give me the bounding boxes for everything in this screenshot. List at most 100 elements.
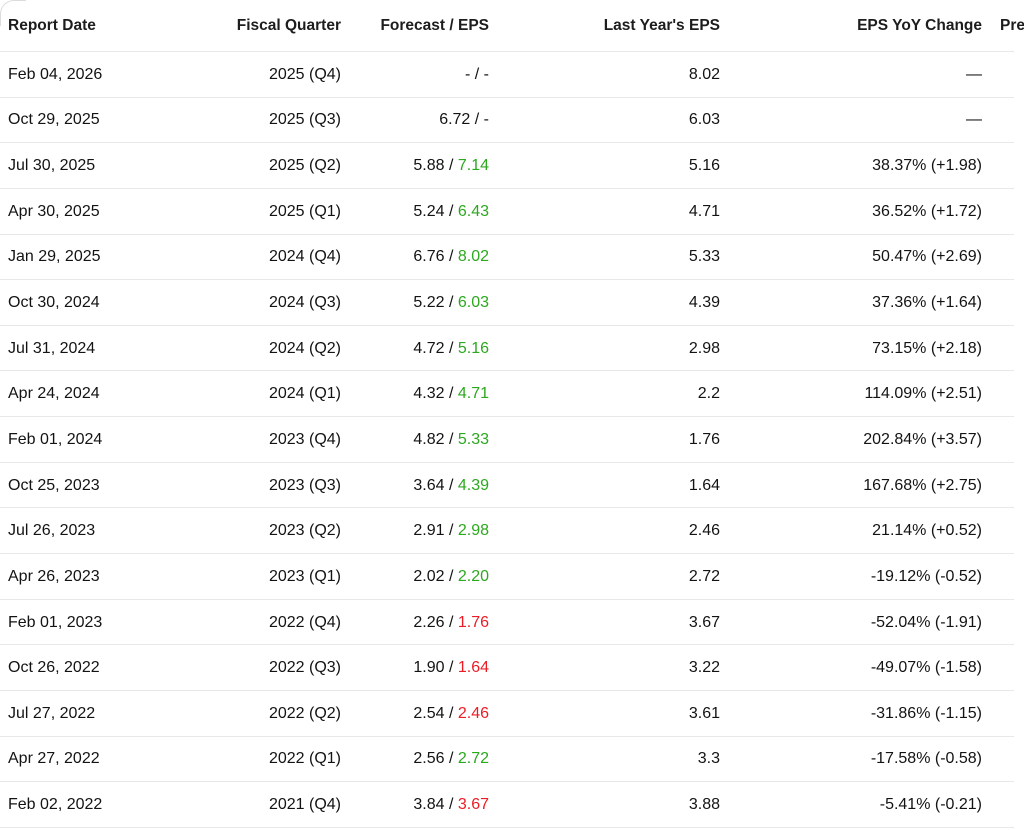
- forecast-eps-separator: /: [444, 430, 458, 448]
- report-date-cell: Jul 27, 2022: [8, 704, 96, 722]
- table-row: Jan 29, 2025 2024 (Q4) 6.76 / 8.02 5.33 …: [0, 235, 1024, 281]
- forecast-value: 4.82: [413, 430, 445, 448]
- report-date-cell: Apr 26, 2023: [8, 567, 100, 585]
- eps-yoy-change-cell: 36.52% (+1.72): [872, 202, 982, 220]
- table-row: Feb 01, 2024 2023 (Q4) 4.82 / 5.33 1.76 …: [0, 417, 1024, 463]
- forecast-eps-cell: 5.22 / 6.03: [341, 294, 489, 312]
- eps-yoy-change-cell: 114.09% (+2.51): [864, 385, 982, 403]
- table-row: Jul 26, 2023 2023 (Q2) 2.91 / 2.98 2.46 …: [0, 508, 1024, 554]
- eps-yoy-change-cell: 73.15% (+2.18): [872, 339, 982, 357]
- column-header-eps-yoy-change[interactable]: EPS YoY Change: [857, 17, 982, 34]
- forecast-eps-cell: 2.54 / 2.46: [341, 705, 489, 723]
- table-row: Feb 04, 2026 2025 (Q4) - / - 8.02 —: [0, 52, 1024, 98]
- table-row: Oct 25, 2023 2023 (Q3) 3.64 / 4.39 1.64 …: [0, 463, 1024, 509]
- forecast-eps-separator: /: [444, 659, 458, 677]
- forecast-value: 3.64: [413, 476, 445, 494]
- forecast-eps-cell: 2.26 / 1.76: [341, 614, 489, 632]
- forecast-eps-separator: /: [444, 522, 458, 540]
- last-year-eps-cell: 2.2: [697, 385, 720, 403]
- report-date-cell: Oct 30, 2024: [8, 294, 100, 312]
- forecast-value: 2.91: [413, 522, 445, 540]
- table-header-row: Report Date Fiscal Quarter Forecast / EP…: [0, 0, 1024, 52]
- forecast-eps-separator: /: [470, 111, 484, 129]
- fiscal-quarter-cell: 2025 (Q3): [268, 111, 341, 129]
- forecast-value: 1.90: [413, 659, 445, 677]
- fiscal-quarter-cell: 2024 (Q4): [268, 248, 341, 266]
- forecast-eps-cell: 1.90 / 1.64: [341, 659, 489, 677]
- column-header-last-year-eps[interactable]: Last Year's EPS: [603, 17, 720, 34]
- fiscal-quarter-cell: 2023 (Q4): [268, 430, 341, 448]
- fiscal-quarter-cell: 2022 (Q3): [268, 659, 341, 677]
- forecast-eps-separator: /: [470, 65, 484, 83]
- last-year-eps-cell: 2.72: [688, 567, 720, 585]
- eps-actual-value: 1.76: [457, 613, 489, 631]
- last-year-eps-cell: 1.64: [688, 476, 720, 494]
- table-row: Feb 01, 2023 2022 (Q4) 2.26 / 1.76 3.67 …: [0, 600, 1024, 646]
- fiscal-quarter-cell: 2022 (Q4): [268, 613, 341, 631]
- table-row: Jul 31, 2024 2024 (Q2) 4.72 / 5.16 2.98 …: [0, 326, 1024, 372]
- eps-yoy-change-cell: 38.37% (+1.98): [872, 157, 982, 175]
- forecast-eps-separator: /: [444, 750, 458, 768]
- last-year-eps-cell: 3.22: [688, 659, 720, 677]
- last-year-eps-cell: 3.88: [688, 796, 720, 814]
- table-row: Oct 30, 2024 2024 (Q3) 5.22 / 6.03 4.39 …: [0, 280, 1024, 326]
- report-date-cell: Feb 04, 2026: [8, 65, 103, 83]
- column-header-forecast-eps[interactable]: Forecast / EPS: [380, 17, 489, 34]
- eps-actual-value: 5.16: [457, 339, 489, 357]
- column-header-fiscal-quarter[interactable]: Fiscal Quarter: [236, 17, 341, 34]
- eps-yoy-change-cell: -5.41% (-0.21): [879, 796, 982, 814]
- report-date-cell: Feb 01, 2023: [8, 613, 103, 631]
- eps-actual-value: 6.03: [457, 294, 489, 312]
- forecast-eps-cell: 5.24 / 6.43: [341, 203, 489, 221]
- eps-actual-value: 2.98: [457, 522, 489, 540]
- report-date-cell: Jan 29, 2025: [8, 248, 101, 266]
- eps-actual-value: 2.46: [457, 704, 489, 722]
- table-row: Feb 02, 2022 2021 (Q4) 3.84 / 3.67 3.88 …: [0, 782, 1024, 828]
- forecast-eps-cell: 3.64 / 4.39: [341, 477, 489, 495]
- table-row: Oct 26, 2022 2022 (Q3) 1.90 / 1.64 3.22 …: [0, 645, 1024, 691]
- last-year-eps-cell: 2.46: [688, 522, 720, 540]
- eps-actual-value: 8.02: [457, 248, 489, 266]
- forecast-eps-separator: /: [444, 157, 458, 175]
- report-date-cell: Jul 31, 2024: [8, 339, 96, 357]
- forecast-value: 2.02: [413, 567, 445, 585]
- eps-yoy-change-cell: -49.07% (-1.58): [870, 659, 982, 677]
- report-date-cell: Oct 25, 2023: [8, 476, 100, 494]
- forecast-value: 2.56: [413, 750, 445, 768]
- eps-actual-value: -: [483, 111, 489, 129]
- eps-yoy-change-cell: —: [966, 111, 982, 129]
- forecast-value: 4.72: [413, 339, 445, 357]
- report-date-cell: Apr 24, 2024: [8, 385, 100, 403]
- forecast-eps-cell: - / -: [341, 66, 489, 84]
- table-row: Apr 27, 2022 2022 (Q1) 2.56 / 2.72 3.3 -…: [0, 737, 1024, 783]
- eps-actual-value: 2.20: [457, 567, 489, 585]
- forecast-eps-separator: /: [444, 385, 458, 403]
- forecast-eps-cell: 3.84 / 3.67: [341, 796, 489, 814]
- last-year-eps-cell: 6.03: [688, 111, 720, 129]
- report-date-cell: Jul 26, 2023: [8, 522, 96, 540]
- forecast-value: 5.22: [413, 294, 445, 312]
- eps-yoy-change-cell: 202.84% (+3.57): [863, 430, 982, 448]
- forecast-eps-cell: 6.72 / -: [341, 111, 489, 129]
- column-header-report-date[interactable]: Report Date: [8, 17, 96, 34]
- forecast-value: 2.54: [413, 704, 445, 722]
- last-year-eps-cell: 2.98: [688, 339, 720, 357]
- last-year-eps-cell: 4.71: [688, 202, 720, 220]
- last-year-eps-cell: 3.67: [688, 613, 720, 631]
- forecast-value: 5.24: [413, 202, 445, 220]
- forecast-eps-cell: 4.32 / 4.71: [341, 385, 489, 403]
- report-date-cell: Apr 27, 2022: [8, 750, 100, 768]
- eps-yoy-change-cell: -19.12% (-0.52): [870, 567, 982, 585]
- table-row: Apr 30, 2025 2025 (Q1) 5.24 / 6.43 4.71 …: [0, 189, 1024, 235]
- fiscal-quarter-cell: 2025 (Q1): [268, 202, 341, 220]
- table-body: Feb 04, 2026 2025 (Q4) - / - 8.02 — Oct …: [0, 52, 1024, 828]
- report-date-cell: Oct 29, 2025: [8, 111, 100, 129]
- fiscal-quarter-cell: 2024 (Q2): [268, 339, 341, 357]
- table-row: Oct 29, 2025 2025 (Q3) 6.72 / - 6.03 —: [0, 98, 1024, 144]
- table-row: Jul 27, 2022 2022 (Q2) 2.54 / 2.46 3.61 …: [0, 691, 1024, 737]
- forecast-eps-separator: /: [444, 704, 458, 722]
- forecast-value: 2.26: [413, 613, 445, 631]
- column-header-premarket-clipped[interactable]: Pre: [1000, 17, 1024, 34]
- last-year-eps-cell: 1.76: [688, 430, 720, 448]
